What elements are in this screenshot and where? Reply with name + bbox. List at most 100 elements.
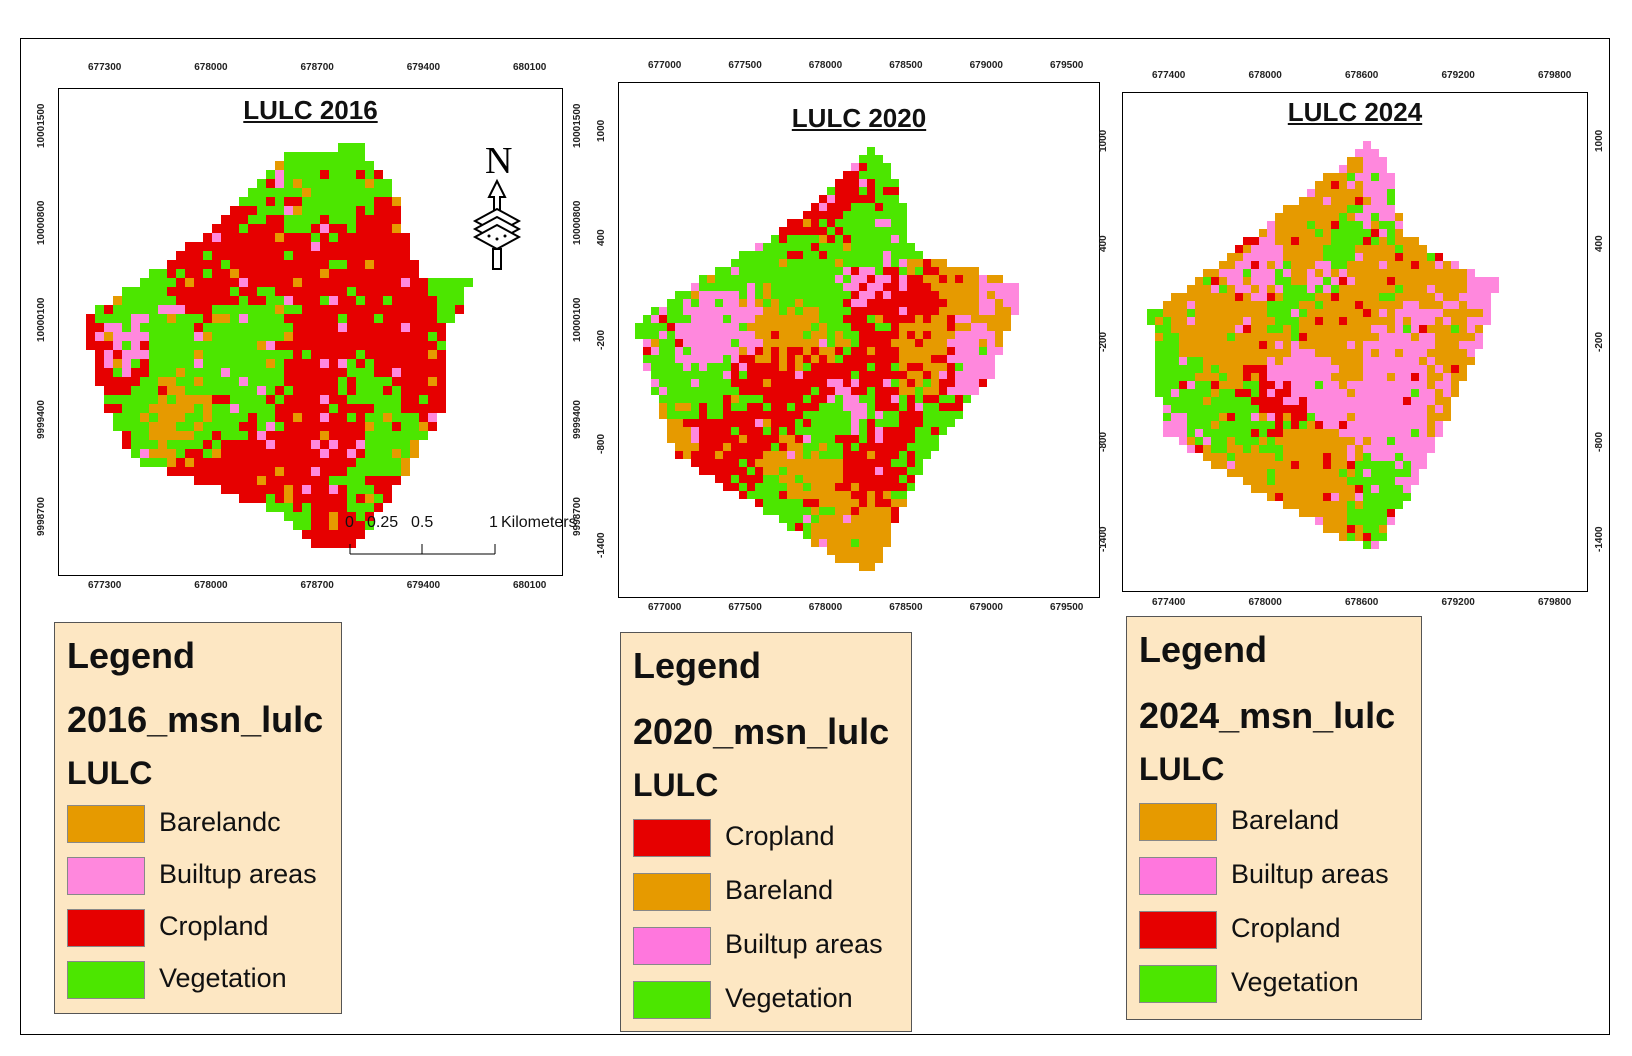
raster-cell-vegetation [803, 331, 811, 339]
raster-cell-builtup [643, 363, 651, 371]
raster-cell-vegetation [212, 359, 221, 368]
raster-cell-vegetation [1243, 413, 1251, 421]
raster-cell-bareland [203, 413, 212, 422]
raster-cell-cropland [86, 332, 95, 341]
raster-cell-vegetation [667, 339, 675, 347]
raster-cell-cropland [275, 431, 284, 440]
raster-cell-cropland [771, 427, 779, 435]
raster-cell-builtup [1467, 301, 1475, 309]
raster-cell-vegetation [176, 359, 185, 368]
raster-cell-vegetation [763, 243, 771, 251]
raster-cell-vegetation [275, 350, 284, 359]
raster-cell-cropland [1323, 453, 1331, 461]
raster-cell-vegetation [374, 467, 383, 476]
raster-cell-cropland [1387, 277, 1395, 285]
raster-cell-bareland [1331, 213, 1339, 221]
raster-cell-bareland [1251, 309, 1259, 317]
raster-cell-vegetation [899, 243, 907, 251]
raster-cell-builtup [1171, 389, 1179, 397]
raster-cell-bareland [1251, 333, 1259, 341]
raster-cell-vegetation [667, 307, 675, 315]
raster-cell-bareland [1307, 461, 1315, 469]
raster-cell-bareland [867, 507, 875, 515]
raster-cell-cropland [1251, 237, 1259, 245]
raster-cell-vegetation [835, 299, 843, 307]
raster-cell-cropland [891, 267, 899, 275]
raster-cell-bareland [795, 483, 803, 491]
raster-cell-builtup [691, 315, 699, 323]
raster-cell-vegetation [383, 449, 392, 458]
raster-cell-cropland [819, 195, 827, 203]
raster-cell-cropland [723, 467, 731, 475]
raster-cell-cropland [859, 459, 867, 467]
raster-cell-vegetation [891, 195, 899, 203]
raster-cell-cropland [723, 411, 731, 419]
legend-swatch [1139, 857, 1217, 895]
raster-cell-bareland [266, 359, 275, 368]
raster-cell-vegetation [239, 404, 248, 413]
raster-cell-vegetation [1371, 525, 1379, 533]
raster-cell-cropland [365, 269, 374, 278]
raster-cell-vegetation [803, 267, 811, 275]
raster-cell-vegetation [1347, 221, 1355, 229]
raster-cell-bareland [1331, 469, 1339, 477]
raster-cell-cropland [374, 359, 383, 368]
raster-cell-bareland [1251, 341, 1259, 349]
raster-cell-bareland [779, 459, 787, 467]
raster-cell-vegetation [675, 411, 683, 419]
raster-cell-cropland [329, 341, 338, 350]
raster-cell-bareland [955, 299, 963, 307]
raster-cell-bareland [1307, 213, 1315, 221]
raster-cell-vegetation [827, 427, 835, 435]
raster-cell-cropland [275, 242, 284, 251]
raster-cell-bareland [867, 491, 875, 499]
map-frame-2024[interactable]: LULC 2024 [1122, 92, 1588, 592]
raster-cell-cropland [320, 485, 329, 494]
raster-cell-vegetation [230, 341, 239, 350]
raster-cell-cropland [320, 386, 329, 395]
raster-cell-bareland [167, 458, 176, 467]
raster-cell-bareland [835, 499, 843, 507]
raster-cell-cropland [284, 269, 293, 278]
raster-cell-vegetation [464, 278, 473, 287]
raster-cell-vegetation [915, 427, 923, 435]
raster-cell-vegetation [311, 233, 320, 242]
raster-cell-builtup [691, 355, 699, 363]
raster-cell-builtup [731, 291, 739, 299]
raster-cell-vegetation [221, 413, 230, 422]
raster-cell-vegetation [795, 259, 803, 267]
raster-cell-cropland [691, 419, 699, 427]
raster-cell-builtup [1291, 341, 1299, 349]
raster-cell-bareland [1219, 325, 1227, 333]
raster-cell-builtup [899, 307, 907, 315]
raster-cell-builtup [1403, 349, 1411, 357]
raster-cell-cropland [883, 283, 891, 291]
raster-cell-cropland [374, 476, 383, 485]
raster-cell-bareland [1267, 341, 1275, 349]
raster-cell-cropland [293, 404, 302, 413]
raster-cell-cropland [915, 275, 923, 283]
raster-cell-builtup [1403, 421, 1411, 429]
raster-cell-vegetation [891, 379, 899, 387]
raster-cell-vegetation [311, 161, 320, 170]
raster-cell-cropland [883, 267, 891, 275]
raster-cell-bareland [811, 539, 819, 547]
map-frame-2020[interactable]: LULC 2020 [618, 82, 1100, 598]
raster-cell-vegetation [1411, 389, 1419, 397]
raster-cell-bareland [1315, 349, 1323, 357]
map-frame-2016[interactable]: LULC 2016 N 0 0.25 0.5 1 Kilometers [58, 88, 577, 576]
raster-cell-cropland [248, 260, 257, 269]
raster-cell-vegetation [1195, 405, 1203, 413]
raster-cell-vegetation [771, 235, 779, 243]
raster-cell-cropland [755, 443, 763, 451]
raster-cell-builtup [1323, 357, 1331, 365]
raster-cell-bareland [1195, 301, 1203, 309]
raster-cell-vegetation [771, 499, 779, 507]
raster-cell-builtup [875, 435, 883, 443]
raster-cell-vegetation [859, 187, 867, 195]
raster-cell-bareland [803, 467, 811, 475]
raster-cell-bareland [1339, 525, 1347, 533]
raster-cell-builtup [1443, 381, 1451, 389]
raster-cell-vegetation [1371, 493, 1379, 501]
raster-cell-cropland [311, 521, 320, 530]
